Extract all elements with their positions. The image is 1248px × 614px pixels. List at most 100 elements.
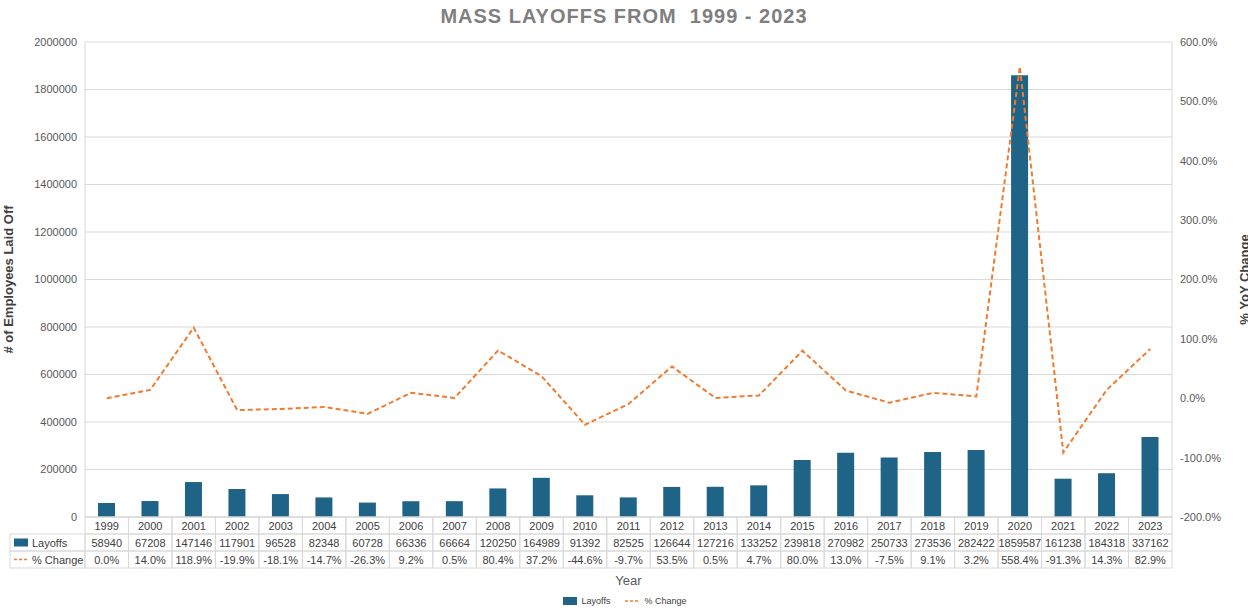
svg-text:239818: 239818: [784, 537, 821, 549]
svg-text:66664: 66664: [439, 537, 470, 549]
svg-text:200.0%: 200.0%: [1180, 273, 1218, 285]
svg-text:% Change: % Change: [32, 554, 83, 566]
svg-text:270982: 270982: [828, 537, 865, 549]
svg-text:1600000: 1600000: [34, 131, 77, 143]
svg-text:0.0%: 0.0%: [94, 554, 119, 566]
svg-text:% YoY Change: % YoY Change: [1237, 234, 1240, 324]
svg-text:2019: 2019: [964, 520, 988, 532]
svg-text:-9.7%: -9.7%: [614, 554, 643, 566]
svg-text:9.1%: 9.1%: [920, 554, 945, 566]
svg-text:0.5%: 0.5%: [703, 554, 728, 566]
svg-text:2021: 2021: [1051, 520, 1075, 532]
svg-text:2020: 2020: [1008, 520, 1032, 532]
svg-text:2013: 2013: [703, 520, 727, 532]
svg-text:127216: 127216: [697, 537, 734, 549]
svg-text:282422: 282422: [958, 537, 995, 549]
svg-text:133252: 133252: [741, 537, 778, 549]
svg-text:# of Employees Laid Off: # of Employees Laid Off: [8, 205, 16, 354]
svg-text:164989: 164989: [523, 537, 560, 549]
svg-text:2016: 2016: [834, 520, 858, 532]
svg-text:2001: 2001: [181, 520, 205, 532]
svg-text:2004: 2004: [312, 520, 336, 532]
svg-text:1200000: 1200000: [34, 226, 77, 238]
svg-text:337162: 337162: [1132, 537, 1169, 549]
svg-text:-14.7%: -14.7%: [307, 554, 342, 566]
svg-text:273536: 273536: [915, 537, 952, 549]
svg-text:2017: 2017: [877, 520, 901, 532]
svg-text:2023: 2023: [1138, 520, 1162, 532]
svg-text:0.0%: 0.0%: [1180, 392, 1205, 404]
svg-text:126644: 126644: [654, 537, 691, 549]
svg-text:100.0%: 100.0%: [1180, 333, 1218, 345]
svg-text:2018: 2018: [921, 520, 945, 532]
svg-text:2022: 2022: [1095, 520, 1119, 532]
svg-text:0: 0: [71, 511, 77, 523]
svg-text:2003: 2003: [268, 520, 292, 532]
svg-text:200000: 200000: [40, 463, 77, 475]
svg-text:82525: 82525: [613, 537, 644, 549]
svg-text:118.9%: 118.9%: [175, 554, 212, 566]
svg-text:3.2%: 3.2%: [964, 554, 989, 566]
svg-text:1000000: 1000000: [34, 273, 77, 285]
svg-text:2002: 2002: [225, 520, 249, 532]
svg-text:80.4%: 80.4%: [482, 554, 513, 566]
svg-text:2006: 2006: [399, 520, 423, 532]
svg-text:1400000: 1400000: [34, 178, 77, 190]
svg-text:400.0%: 400.0%: [1180, 155, 1218, 167]
svg-text:82348: 82348: [309, 537, 340, 549]
svg-text:82.9%: 82.9%: [1135, 554, 1166, 566]
svg-text:Layoffs: Layoffs: [32, 537, 68, 549]
svg-text:161238: 161238: [1045, 537, 1082, 549]
svg-text:-18.1%: -18.1%: [263, 554, 298, 566]
svg-text:1859587: 1859587: [998, 537, 1041, 549]
svg-text:400000: 400000: [40, 416, 77, 428]
svg-text:67208: 67208: [135, 537, 166, 549]
svg-text:Year: Year: [615, 573, 642, 588]
svg-text:60728: 60728: [352, 537, 383, 549]
svg-text:300.0%: 300.0%: [1180, 214, 1218, 226]
svg-text:1999: 1999: [94, 520, 118, 532]
svg-text:-100.0%: -100.0%: [1180, 452, 1221, 464]
svg-text:2008: 2008: [486, 520, 510, 532]
svg-text:13.0%: 13.0%: [830, 554, 861, 566]
svg-text:-200.0%: -200.0%: [1180, 511, 1221, 523]
svg-text:2000000: 2000000: [34, 36, 77, 48]
svg-text:147146: 147146: [175, 537, 212, 549]
svg-text:80.0%: 80.0%: [787, 554, 818, 566]
svg-text:4.7%: 4.7%: [746, 554, 771, 566]
svg-text:500.0%: 500.0%: [1180, 95, 1218, 107]
svg-text:53.5%: 53.5%: [656, 554, 687, 566]
svg-text:120250: 120250: [480, 537, 517, 549]
svg-text:2015: 2015: [790, 520, 814, 532]
svg-text:558.4%: 558.4%: [1001, 554, 1039, 566]
svg-text:0.5%: 0.5%: [442, 554, 467, 566]
svg-text:1800000: 1800000: [34, 83, 77, 95]
svg-text:14.3%: 14.3%: [1091, 554, 1122, 566]
svg-text:14.0%: 14.0%: [135, 554, 166, 566]
svg-text:2014: 2014: [747, 520, 771, 532]
svg-text:9.2%: 9.2%: [399, 554, 424, 566]
svg-text:-91.3%: -91.3%: [1046, 554, 1081, 566]
svg-text:2007: 2007: [442, 520, 466, 532]
svg-text:91392: 91392: [570, 537, 601, 549]
svg-text:800000: 800000: [40, 321, 77, 333]
svg-text:2005: 2005: [355, 520, 379, 532]
svg-text:600000: 600000: [40, 368, 77, 380]
svg-text:184318: 184318: [1088, 537, 1125, 549]
svg-text:-19.9%: -19.9%: [220, 554, 255, 566]
svg-text:-44.6%: -44.6%: [568, 554, 603, 566]
svg-text:96528: 96528: [265, 537, 296, 549]
svg-text:2012: 2012: [660, 520, 684, 532]
svg-text:2000: 2000: [138, 520, 162, 532]
svg-text:117901: 117901: [219, 537, 255, 549]
svg-text:-7.5%: -7.5%: [875, 554, 904, 566]
svg-text:2011: 2011: [617, 520, 641, 532]
svg-text:600.0%: 600.0%: [1180, 36, 1218, 48]
svg-text:2010: 2010: [573, 520, 597, 532]
svg-text:58940: 58940: [91, 537, 122, 549]
svg-text:2009: 2009: [529, 520, 553, 532]
svg-text:37.2%: 37.2%: [526, 554, 557, 566]
svg-text:66336: 66336: [396, 537, 427, 549]
svg-text:250733: 250733: [871, 537, 908, 549]
svg-text:-26.3%: -26.3%: [350, 554, 385, 566]
